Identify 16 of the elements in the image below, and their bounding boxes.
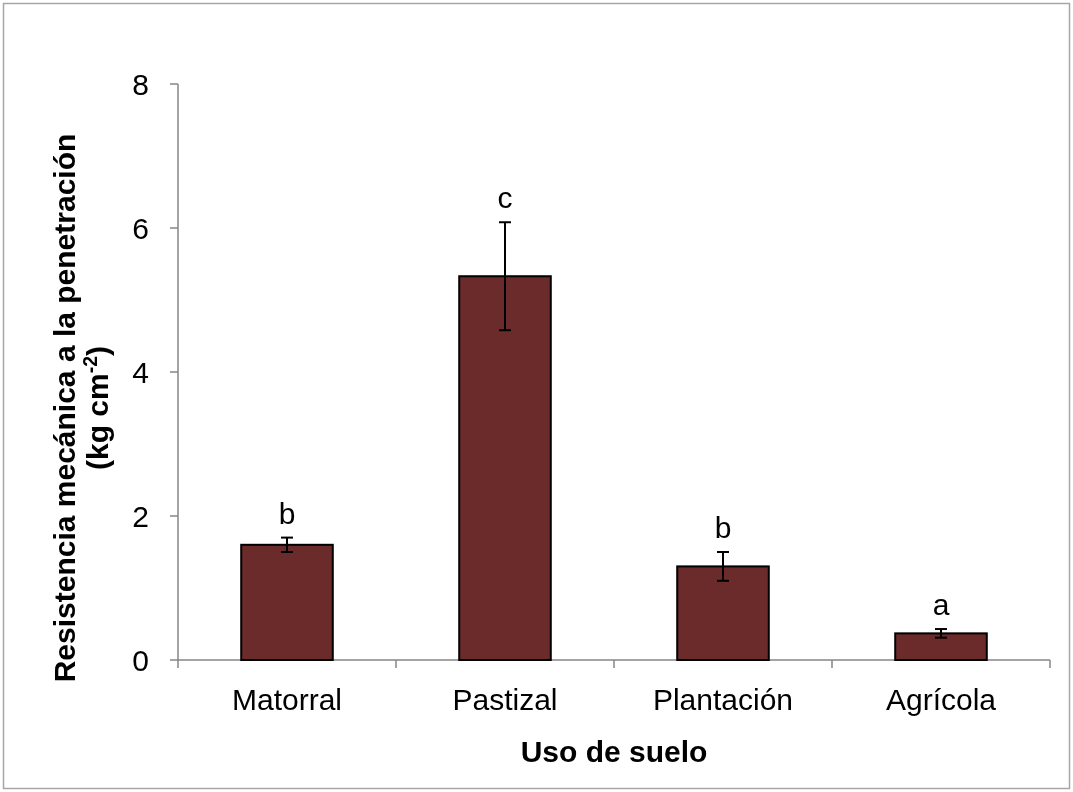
x-axis-title: Uso de suelo xyxy=(520,735,708,768)
x-tick-label: Plantación xyxy=(652,683,794,716)
y-tick-label: 2 xyxy=(132,499,149,533)
annotation: b xyxy=(714,511,732,544)
x-tick-label: Pastizal xyxy=(452,683,558,716)
annotation: a xyxy=(932,588,950,622)
annotation: c xyxy=(497,181,513,215)
bar xyxy=(240,543,334,661)
bar xyxy=(894,632,988,661)
y-tick-label: 0 xyxy=(132,643,149,677)
y-tick-label: 4 xyxy=(132,355,149,389)
annotation: b xyxy=(278,496,296,530)
x-tick-label: Agrícola xyxy=(885,683,997,716)
y-tick-label: 6 xyxy=(132,211,149,245)
y-tick-label: 8 xyxy=(132,67,149,101)
x-tick-label: Matorral xyxy=(231,683,343,716)
